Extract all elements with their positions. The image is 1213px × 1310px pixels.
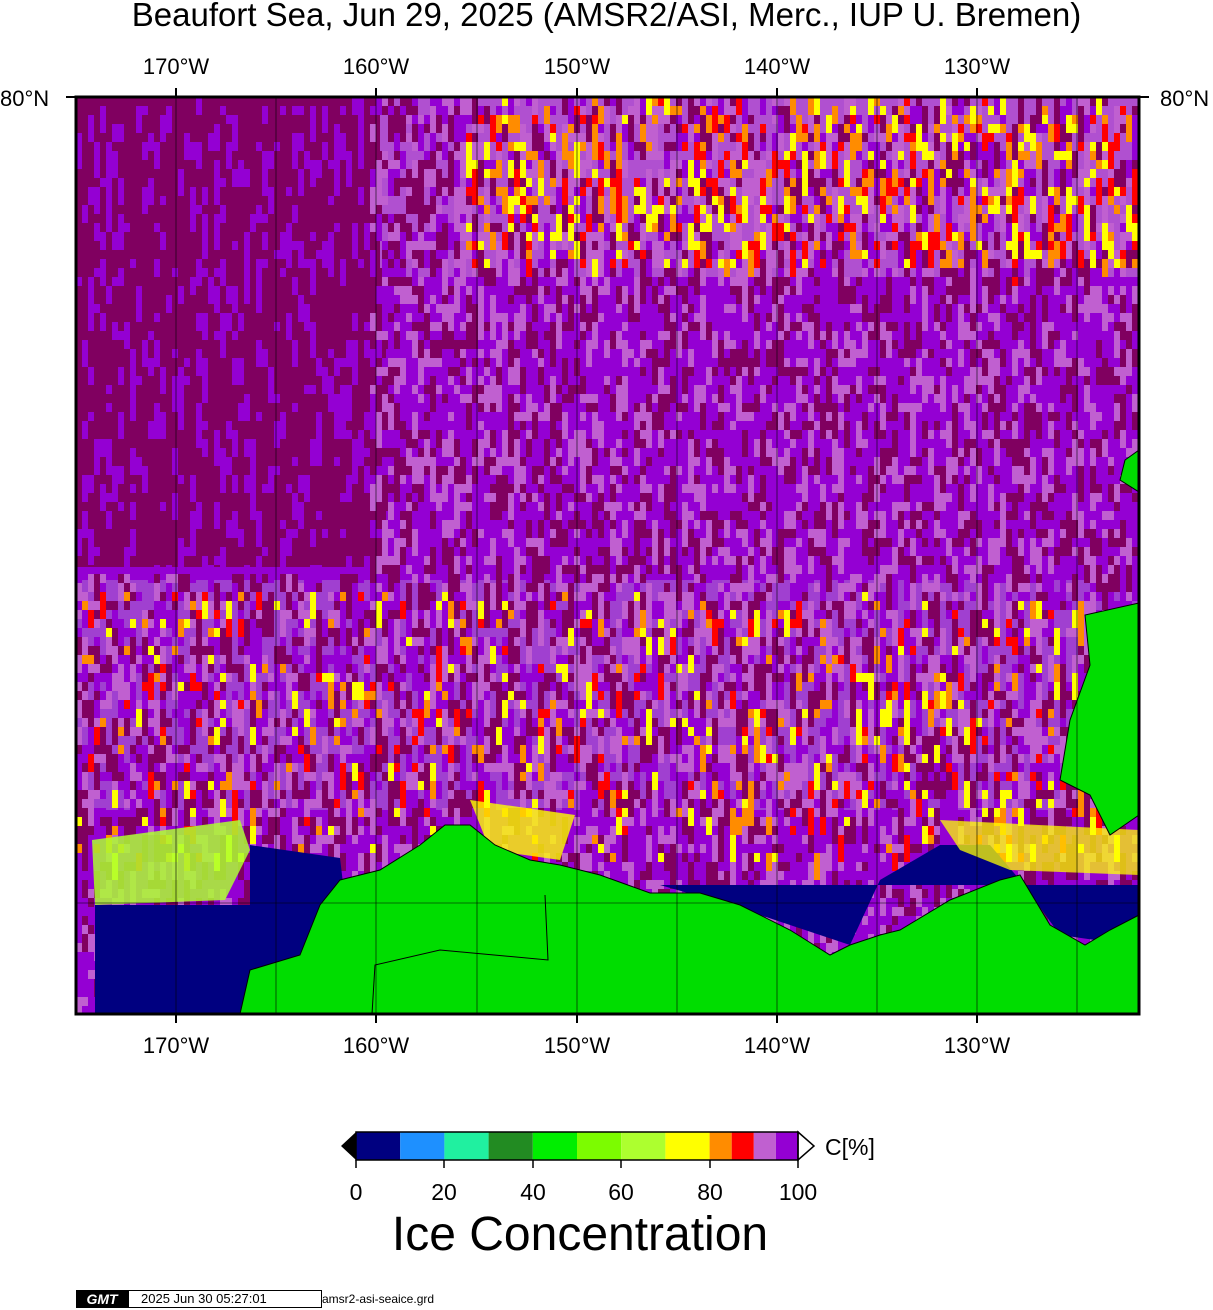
colorbar-segment (444, 1132, 489, 1160)
colorbar-under-triangle (341, 1132, 356, 1160)
colorbar-segment (709, 1132, 732, 1160)
timestamp: 2025 Jun 30 05:27:01 (128, 1290, 322, 1308)
lon-label-bottom-130w: 130°W (943, 1033, 1011, 1058)
colorbar-segment (577, 1132, 622, 1160)
colorbar-segment (488, 1132, 533, 1160)
map-frame (74, 95, 1141, 1016)
colorbar-tick-100: 100 (778, 1179, 818, 1205)
lon-label-bottom-170w: 170°W (142, 1033, 210, 1058)
map-title: Beaufort Sea, Jun 29, 2025 (AMSR2/ASI, M… (131, 0, 1082, 33)
colorbar-tick-0: 0 (349, 1179, 363, 1205)
land-banks-island (1059, 602, 1139, 836)
colorbar-unit: C[%] (825, 1134, 875, 1160)
lat-label-left: 80°N (0, 86, 50, 111)
lat-label-right: 80°N (1160, 86, 1210, 111)
colorbar-segment (665, 1132, 710, 1160)
gmt-logo: GMT (76, 1290, 128, 1308)
frame-ticks (66, 88, 1149, 1023)
lon-label-bottom-140w: 140°W (743, 1033, 811, 1058)
marginal-ice-east (940, 820, 1139, 875)
colorbar-tick-60: 60 (608, 1179, 634, 1205)
colorbar-segment (356, 1132, 401, 1160)
colorbar (356, 1132, 798, 1160)
marginal-ice-chukchi (92, 820, 250, 905)
colorbar-segment (775, 1132, 798, 1160)
lon-label-bottom-160w: 160°W (342, 1033, 410, 1058)
colorbar-segment (753, 1132, 776, 1160)
colorbar-tick-80: 80 (697, 1179, 723, 1205)
lon-label-top-130w: 130°W (943, 54, 1011, 79)
colorbar-tick-40: 40 (520, 1179, 546, 1205)
colorbar-segment (532, 1132, 577, 1160)
lon-label-bottom-150w: 150°W (543, 1033, 611, 1058)
lon-label-top-150w: 150°W (543, 54, 611, 79)
lon-label-top-160w: 160°W (342, 54, 410, 79)
lon-label-top-140w: 140°W (743, 54, 811, 79)
lon-label-top-170w: 170°W (142, 54, 210, 79)
colorbar-over-triangle (797, 1130, 816, 1162)
land-prince-patrick (1119, 449, 1139, 493)
colorbar-segment (400, 1132, 445, 1160)
colorbar-segment (621, 1132, 666, 1160)
land-alaska (239, 824, 1139, 1014)
colorbar-segment (731, 1132, 754, 1160)
colorbar-ticks (355, 1160, 799, 1168)
open-water-mackenzie-shelf (660, 845, 1139, 945)
colorbar-tick-20: 20 (431, 1179, 457, 1205)
graticule (76, 97, 1139, 1014)
boundary-line (371, 894, 549, 1014)
grid-file-name: amsr2-asi-seaice.grd (322, 1292, 435, 1306)
colorbar-title: Ice Concentration (391, 1208, 769, 1261)
colorbar-frame (355, 1131, 799, 1161)
